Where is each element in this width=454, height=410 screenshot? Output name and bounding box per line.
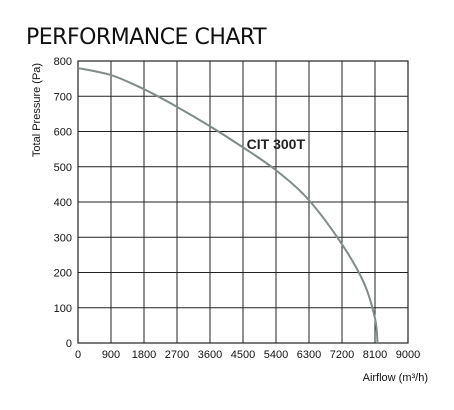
x-tick-label: 1800 [132,349,156,361]
x-axis-ticks: 0 900 1800 2700 3600 4500 5400 6300 7200 8100 9000 [75,349,420,361]
series-line-cit-300t [77,67,379,344]
y-tick-label: 700 [54,91,72,103]
y-tick-label: 0 [66,338,72,350]
x-tick-label: 8100 [363,349,387,361]
y-tick-label: 300 [54,232,72,244]
y-tick-label: 200 [54,268,72,280]
y-tick-label: 800 [54,56,72,68]
x-tick-label: 0 [75,349,81,361]
plot-frame [77,60,409,344]
x-axis-label: Airflow (m³/h) [363,372,428,384]
y-tick-label: 500 [54,162,72,174]
series-lines [77,67,379,344]
chart-title: PERFORMANCE CHART [26,25,267,50]
x-tick-label: 7200 [330,349,354,361]
x-tick-label: 2700 [165,349,189,361]
y-axis-ticks: 0 100 200 300 400 500 600 700 800 [54,56,72,350]
grid-lines [77,60,409,344]
x-tick-label: 5400 [264,349,288,361]
y-tick-label: 400 [54,197,72,209]
x-tick-label: 6300 [297,349,321,361]
x-tick-label: 900 [102,349,120,361]
curve-annotation: CIT 300T [247,136,306,152]
x-tick-label: 9000 [396,349,420,361]
y-tick-label: 100 [54,303,72,315]
x-tick-label: 4500 [231,349,255,361]
y-axis-label: Total Pressure (Pa) [31,63,43,157]
x-tick-label: 3600 [198,349,222,361]
y-tick-label: 600 [54,127,72,139]
